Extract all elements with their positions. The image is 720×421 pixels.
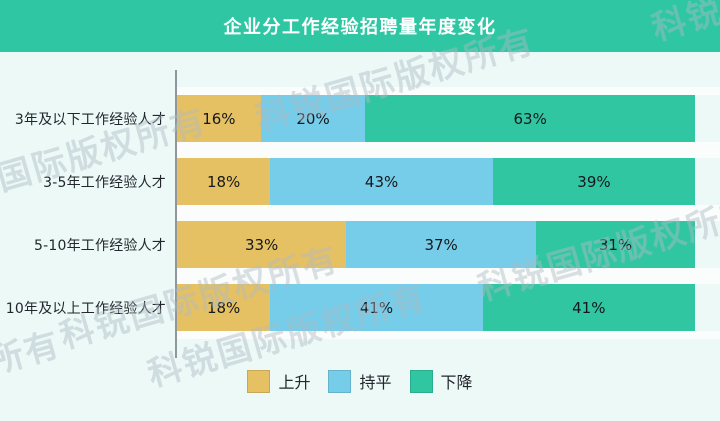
bar-value-label: 31% (598, 235, 633, 254)
legend-swatch-decline (409, 369, 433, 393)
bar-value-label: 39% (577, 172, 611, 191)
legend-item-decline: 下降 (409, 369, 473, 393)
bar-segment-decline: 41% (482, 284, 695, 331)
bar-segment-decline: 31% (536, 221, 695, 268)
plot-area: 16% 20% 63% 18% 43% 39% 33% 37% 31% 18% 41% 41% (177, 87, 720, 339)
bar-value-label: 20% (296, 109, 330, 128)
category-label: 5-10年工作经验人才 (34, 237, 166, 254)
category-label: 3-5年工作经验人才 (43, 174, 166, 191)
bar-segment-flat: 20% (260, 95, 366, 142)
legend-label: 持平 (359, 373, 392, 392)
bar-segment-rise: 33% (177, 221, 347, 268)
bar-row: 18% 41% 41% (177, 284, 720, 331)
category-label: 10年及以上工作经验人才 (5, 300, 166, 317)
bar-row: 18% 43% 39% (177, 158, 720, 205)
legend-label: 下降 (440, 373, 473, 392)
chart-title: 企业分工作经验招聘量年度变化 (223, 17, 497, 38)
bar-value-label: 43% (364, 172, 399, 191)
stacked-bar: 18% 41% 41% (177, 284, 695, 331)
bar-segment-flat: 43% (270, 158, 493, 205)
bar-segment-decline: 63% (365, 95, 695, 142)
legend-swatch-flat (328, 369, 352, 393)
bar-segment-flat: 41% (270, 284, 483, 331)
chart-title-bar: 企业分工作经验招聘量年度变化 (0, 0, 720, 52)
bar-value-label: 63% (513, 109, 547, 128)
bar-row: 33% 37% 31% (177, 221, 720, 268)
category-label: 3年及以下工作经验人才 (14, 111, 166, 128)
stacked-bar: 16% 20% 63% (177, 95, 695, 142)
y-axis-line (175, 70, 177, 358)
bar-row: 16% 20% 63% (177, 95, 720, 142)
bar-segment-decline: 39% (492, 158, 695, 205)
bar-segment-rise: 18% (177, 284, 271, 331)
bar-value-label: 18% (206, 298, 241, 317)
legend-swatch-rise (247, 369, 271, 393)
bar-value-label: 37% (424, 235, 458, 254)
bar-segment-rise: 18% (177, 158, 271, 205)
legend-label: 上升 (278, 373, 311, 392)
legend: 上升 持平 下降 (0, 369, 720, 393)
legend-item-rise: 上升 (247, 369, 310, 393)
stacked-bar: 33% 37% 31% (177, 221, 695, 268)
legend-item-flat: 持平 (328, 369, 392, 393)
bar-value-label: 33% (244, 235, 279, 254)
bar-value-label: 16% (202, 109, 236, 128)
category-labels: 3年及以下工作经验人才 3-5年工作经验人才 5-10年工作经验人才 10年及以上工作… (0, 87, 166, 347)
bar-segment-rise: 16% (177, 95, 261, 142)
bar-value-label: 41% (572, 298, 606, 317)
bar-segment-flat: 37% (346, 221, 537, 268)
stacked-bar: 18% 43% 39% (177, 158, 695, 205)
bar-value-label: 41% (359, 298, 394, 317)
bar-value-label: 18% (206, 172, 241, 191)
